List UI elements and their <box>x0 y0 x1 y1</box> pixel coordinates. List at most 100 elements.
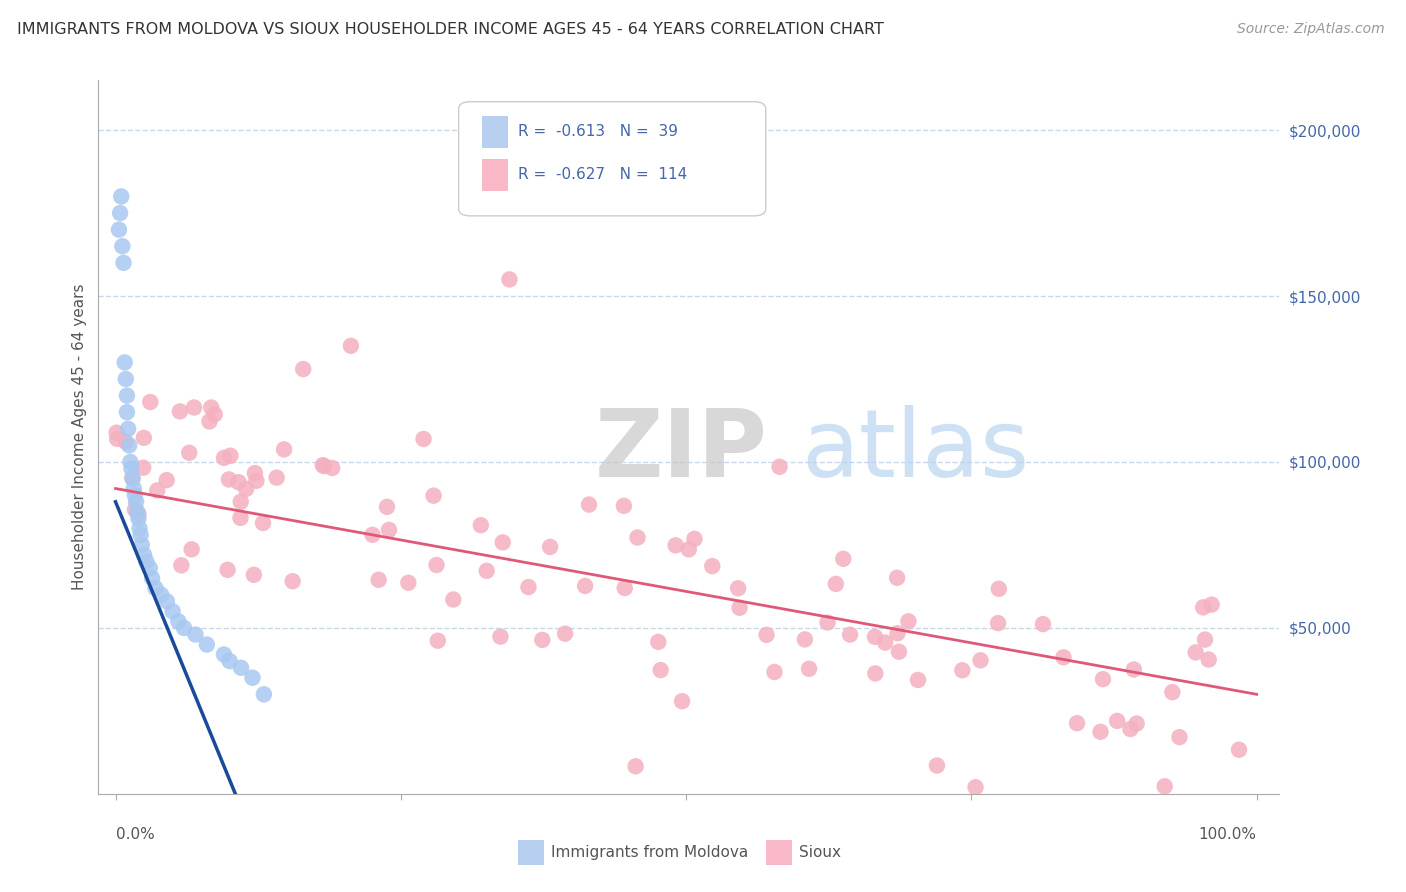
Point <box>128 521 150 535</box>
Point <box>965 780 987 795</box>
Point <box>969 653 991 667</box>
Point <box>727 582 749 596</box>
Point <box>897 615 920 629</box>
Point <box>531 632 554 647</box>
Point <box>470 518 492 533</box>
Point <box>925 758 948 772</box>
Point <box>156 473 179 487</box>
Text: Immigrants from Moldova: Immigrants from Moldova <box>551 845 748 860</box>
Point <box>212 450 235 465</box>
Point <box>217 563 239 577</box>
Point <box>492 535 515 549</box>
Point <box>212 648 235 662</box>
Point <box>475 564 498 578</box>
Point <box>1090 724 1112 739</box>
Point <box>647 635 669 649</box>
Text: IMMIGRANTS FROM MOLDOVA VS SIOUX HOUSEHOLDER INCOME AGES 45 - 64 YEARS CORRELATI: IMMIGRANTS FROM MOLDOVA VS SIOUX HOUSEHO… <box>17 22 884 37</box>
Point <box>229 511 252 525</box>
Text: Sioux: Sioux <box>799 845 841 860</box>
Point <box>170 558 193 573</box>
Point <box>173 621 195 635</box>
Point <box>141 571 163 585</box>
Point <box>108 206 131 220</box>
Text: Source: ZipAtlas.com: Source: ZipAtlas.com <box>1237 22 1385 37</box>
Text: 0.0%: 0.0% <box>115 827 155 842</box>
Point <box>198 414 221 428</box>
Point <box>1168 730 1191 744</box>
Point <box>489 630 512 644</box>
Point <box>200 401 222 415</box>
Point <box>114 355 136 369</box>
Point <box>702 559 724 574</box>
Point <box>180 542 202 557</box>
Point <box>105 425 128 440</box>
Point <box>115 405 138 419</box>
Point <box>1161 685 1184 699</box>
Point <box>127 505 149 519</box>
Point <box>242 671 264 685</box>
Point <box>1153 779 1175 793</box>
Point <box>824 577 846 591</box>
Point <box>832 551 855 566</box>
Point <box>887 645 910 659</box>
Point <box>1091 672 1114 686</box>
Point <box>378 523 401 537</box>
Text: atlas: atlas <box>801 405 1029 498</box>
FancyBboxPatch shape <box>482 116 508 148</box>
Point <box>115 388 138 402</box>
Point <box>129 528 152 542</box>
Point <box>114 372 136 386</box>
Point <box>650 663 672 677</box>
Point <box>340 339 363 353</box>
Point <box>613 581 636 595</box>
Point <box>218 472 240 486</box>
Point <box>266 471 288 485</box>
Point <box>907 673 929 687</box>
Point <box>124 488 146 502</box>
Point <box>665 538 688 552</box>
Point <box>253 687 276 701</box>
Text: 100.0%: 100.0% <box>1199 827 1257 842</box>
Point <box>243 567 266 582</box>
FancyBboxPatch shape <box>517 840 544 865</box>
Point <box>281 574 304 589</box>
Point <box>498 272 520 286</box>
Point <box>1066 716 1088 731</box>
Point <box>367 573 389 587</box>
Point <box>245 474 267 488</box>
Y-axis label: Householder Income Ages 45 - 64 years: Householder Income Ages 45 - 64 years <box>72 284 87 591</box>
Point <box>425 558 447 572</box>
Point <box>111 239 134 253</box>
Point <box>613 499 636 513</box>
Point <box>219 449 242 463</box>
Point <box>1119 722 1142 736</box>
Point <box>728 600 751 615</box>
Point <box>422 489 444 503</box>
Point <box>112 256 135 270</box>
Point <box>1201 598 1223 612</box>
Point <box>292 362 315 376</box>
Point <box>312 458 335 473</box>
Point <box>817 615 839 630</box>
Point <box>886 571 908 585</box>
Point <box>1192 600 1215 615</box>
Point <box>132 548 155 562</box>
Point <box>105 432 128 446</box>
Point <box>124 502 146 516</box>
Point <box>875 635 897 649</box>
Point <box>179 446 201 460</box>
Point <box>162 604 184 618</box>
Point <box>229 494 252 508</box>
Point <box>763 665 786 679</box>
Point <box>768 459 790 474</box>
Point <box>671 694 693 708</box>
Point <box>146 483 169 498</box>
Point <box>183 401 205 415</box>
Point <box>538 540 561 554</box>
Point <box>1032 617 1054 632</box>
Point <box>1122 663 1144 677</box>
Point <box>135 555 157 569</box>
Point <box>1184 645 1206 659</box>
Point <box>624 759 647 773</box>
Point <box>863 630 886 644</box>
